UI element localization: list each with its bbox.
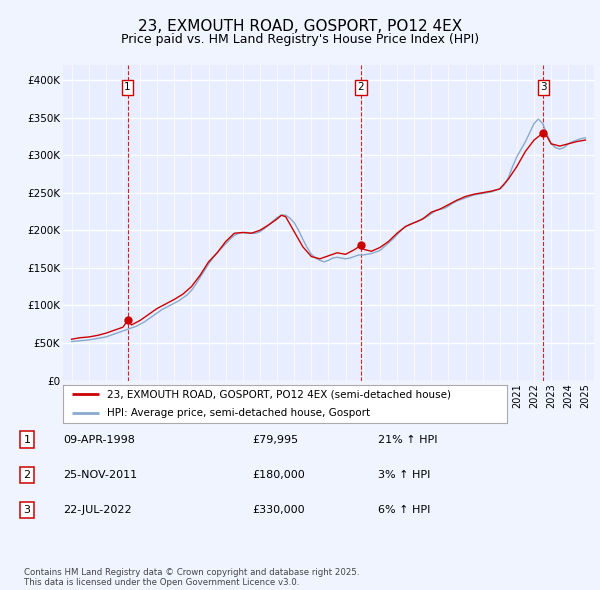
Text: 23, EXMOUTH ROAD, GOSPORT, PO12 4EX (semi-detached house): 23, EXMOUTH ROAD, GOSPORT, PO12 4EX (sem… (107, 389, 451, 399)
Text: 3: 3 (23, 506, 31, 515)
Text: 3: 3 (540, 83, 547, 93)
Text: £79,995: £79,995 (252, 435, 298, 444)
Text: 2: 2 (23, 470, 31, 480)
Text: 1: 1 (124, 83, 131, 93)
Text: 09-APR-1998: 09-APR-1998 (63, 435, 135, 444)
Text: Contains HM Land Registry data © Crown copyright and database right 2025.
This d: Contains HM Land Registry data © Crown c… (24, 568, 359, 587)
Text: 1: 1 (23, 435, 31, 444)
Text: 2: 2 (358, 83, 364, 93)
Text: 25-NOV-2011: 25-NOV-2011 (63, 470, 137, 480)
Text: Price paid vs. HM Land Registry's House Price Index (HPI): Price paid vs. HM Land Registry's House … (121, 33, 479, 46)
Text: 3% ↑ HPI: 3% ↑ HPI (378, 470, 430, 480)
Text: 22-JUL-2022: 22-JUL-2022 (63, 506, 131, 515)
Text: HPI: Average price, semi-detached house, Gosport: HPI: Average price, semi-detached house,… (107, 408, 371, 418)
Text: 21% ↑ HPI: 21% ↑ HPI (378, 435, 437, 444)
Text: £330,000: £330,000 (252, 506, 305, 515)
Text: 23, EXMOUTH ROAD, GOSPORT, PO12 4EX: 23, EXMOUTH ROAD, GOSPORT, PO12 4EX (138, 19, 462, 34)
Text: 6% ↑ HPI: 6% ↑ HPI (378, 506, 430, 515)
Text: £180,000: £180,000 (252, 470, 305, 480)
